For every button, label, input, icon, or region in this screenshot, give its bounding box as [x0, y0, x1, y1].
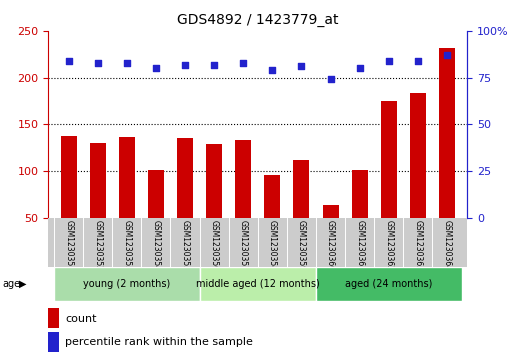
- Bar: [352, 170, 368, 265]
- Bar: [410, 94, 426, 265]
- Text: age: age: [3, 279, 21, 289]
- Text: GSM1230364: GSM1230364: [442, 220, 452, 272]
- Bar: [48, 309, 59, 328]
- Bar: [60, 136, 77, 265]
- Point: [152, 65, 160, 71]
- Bar: [316, 267, 462, 301]
- Text: GSM1230355: GSM1230355: [180, 220, 189, 272]
- Bar: [54, 267, 200, 301]
- Bar: [294, 160, 309, 265]
- Point: [210, 62, 218, 68]
- Text: GSM1230352: GSM1230352: [93, 220, 102, 271]
- Text: GSM1230361: GSM1230361: [355, 220, 364, 271]
- Bar: [235, 140, 251, 265]
- Text: percentile rank within the sample: percentile rank within the sample: [65, 337, 253, 347]
- Bar: [439, 48, 455, 265]
- Bar: [148, 170, 164, 265]
- Point: [385, 58, 393, 64]
- Text: aged (24 months): aged (24 months): [345, 279, 432, 289]
- Text: count: count: [65, 314, 97, 324]
- Point: [297, 64, 305, 69]
- Point: [65, 58, 73, 64]
- Point: [268, 67, 276, 73]
- Bar: [206, 144, 222, 265]
- Text: GSM1230353: GSM1230353: [122, 220, 132, 272]
- Bar: [90, 143, 106, 265]
- Text: GSM1230358: GSM1230358: [268, 220, 277, 271]
- Text: GSM1230360: GSM1230360: [326, 220, 335, 272]
- Point: [327, 77, 335, 82]
- Text: ▶: ▶: [19, 279, 27, 289]
- Text: young (2 months): young (2 months): [83, 279, 171, 289]
- Text: GSM1230362: GSM1230362: [384, 220, 393, 271]
- Point: [181, 62, 189, 68]
- Bar: [119, 138, 135, 265]
- Point: [93, 60, 102, 66]
- Text: GSM1230357: GSM1230357: [239, 220, 248, 272]
- Point: [123, 60, 131, 66]
- Bar: [48, 333, 59, 352]
- Point: [356, 65, 364, 71]
- Bar: [200, 267, 316, 301]
- Bar: [381, 101, 397, 265]
- Text: GSM1230356: GSM1230356: [210, 220, 218, 272]
- Text: GSM1230354: GSM1230354: [151, 220, 161, 272]
- Text: middle aged (12 months): middle aged (12 months): [196, 279, 320, 289]
- Text: GSM1230363: GSM1230363: [414, 220, 422, 272]
- Bar: [264, 175, 280, 265]
- Point: [239, 60, 247, 66]
- Point: [414, 58, 422, 64]
- Text: GSM1230359: GSM1230359: [297, 220, 306, 272]
- Text: GSM1230351: GSM1230351: [64, 220, 73, 271]
- Bar: [323, 205, 338, 265]
- Bar: [177, 138, 193, 265]
- Point: [443, 52, 451, 58]
- Title: GDS4892 / 1423779_at: GDS4892 / 1423779_at: [177, 13, 338, 27]
